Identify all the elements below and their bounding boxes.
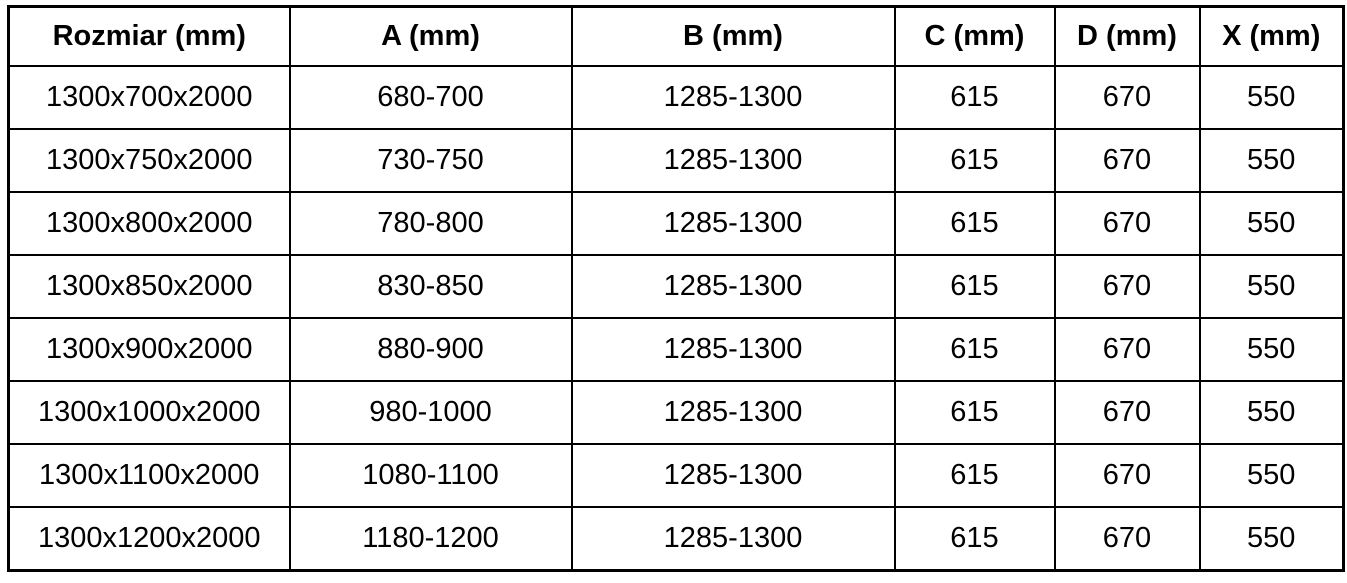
cell-d: 670	[1053, 443, 1201, 508]
cell-rozmiar: 1300x1100x2000	[7, 443, 291, 508]
cell-a: 830-850	[288, 254, 573, 319]
column-header-a: A (mm)	[288, 5, 573, 67]
cell-rozmiar: 1300x700x2000	[7, 65, 291, 130]
cell-rozmiar: 1300x900x2000	[7, 317, 291, 382]
size-spec-table: Rozmiar (mm) A (mm) B (mm) C (mm) D (mm)…	[7, 5, 1345, 572]
cell-x: 550	[1198, 191, 1345, 256]
cell-x: 550	[1198, 506, 1345, 572]
cell-rozmiar: 1300x800x2000	[7, 191, 291, 256]
table-row: 1300x1100x2000 1080-1100 1285-1300 615 6…	[7, 443, 1345, 508]
cell-c: 615	[893, 254, 1056, 319]
cell-d: 670	[1053, 506, 1201, 572]
cell-a: 1080-1100	[288, 443, 573, 508]
cell-x: 550	[1198, 380, 1345, 445]
cell-a: 680-700	[288, 65, 573, 130]
cell-a: 730-750	[288, 128, 573, 193]
cell-a: 780-800	[288, 191, 573, 256]
cell-b: 1285-1300	[570, 65, 896, 130]
column-header-b: B (mm)	[570, 5, 896, 67]
table-row: 1300x900x2000 880-900 1285-1300 615 670 …	[7, 317, 1345, 382]
cell-c: 615	[893, 128, 1056, 193]
cell-d: 670	[1053, 254, 1201, 319]
cell-x: 550	[1198, 65, 1345, 130]
cell-b: 1285-1300	[570, 317, 896, 382]
cell-c: 615	[893, 317, 1056, 382]
table-row: 1300x1000x2000 980-1000 1285-1300 615 67…	[7, 380, 1345, 445]
cell-rozmiar: 1300x1200x2000	[7, 506, 291, 572]
cell-b: 1285-1300	[570, 191, 896, 256]
cell-x: 550	[1198, 443, 1345, 508]
cell-a: 980-1000	[288, 380, 573, 445]
table-row: 1300x750x2000 730-750 1285-1300 615 670 …	[7, 128, 1345, 193]
cell-x: 550	[1198, 128, 1345, 193]
cell-a: 880-900	[288, 317, 573, 382]
table-row: 1300x850x2000 830-850 1285-1300 615 670 …	[7, 254, 1345, 319]
column-header-rozmiar: Rozmiar (mm)	[7, 5, 291, 67]
cell-b: 1285-1300	[570, 506, 896, 572]
cell-c: 615	[893, 506, 1056, 572]
cell-rozmiar: 1300x850x2000	[7, 254, 291, 319]
cell-b: 1285-1300	[570, 380, 896, 445]
column-header-c: C (mm)	[893, 5, 1056, 67]
cell-c: 615	[893, 443, 1056, 508]
cell-a: 1180-1200	[288, 506, 573, 572]
table-row: 1300x1200x2000 1180-1200 1285-1300 615 6…	[7, 506, 1345, 572]
cell-b: 1285-1300	[570, 254, 896, 319]
cell-b: 1285-1300	[570, 128, 896, 193]
cell-d: 670	[1053, 65, 1201, 130]
table-row: 1300x700x2000 680-700 1285-1300 615 670 …	[7, 65, 1345, 130]
column-header-d: D (mm)	[1053, 5, 1201, 67]
cell-x: 550	[1198, 317, 1345, 382]
cell-d: 670	[1053, 317, 1201, 382]
cell-c: 615	[893, 191, 1056, 256]
table-row: 1300x800x2000 780-800 1285-1300 615 670 …	[7, 191, 1345, 256]
header-row: Rozmiar (mm) A (mm) B (mm) C (mm) D (mm)…	[7, 5, 1345, 67]
cell-x: 550	[1198, 254, 1345, 319]
column-header-x: X (mm)	[1198, 5, 1345, 67]
cell-rozmiar: 1300x750x2000	[7, 128, 291, 193]
cell-d: 670	[1053, 380, 1201, 445]
cell-b: 1285-1300	[570, 443, 896, 508]
cell-c: 615	[893, 65, 1056, 130]
cell-d: 670	[1053, 128, 1201, 193]
cell-c: 615	[893, 380, 1056, 445]
cell-d: 670	[1053, 191, 1201, 256]
cell-rozmiar: 1300x1000x2000	[7, 380, 291, 445]
